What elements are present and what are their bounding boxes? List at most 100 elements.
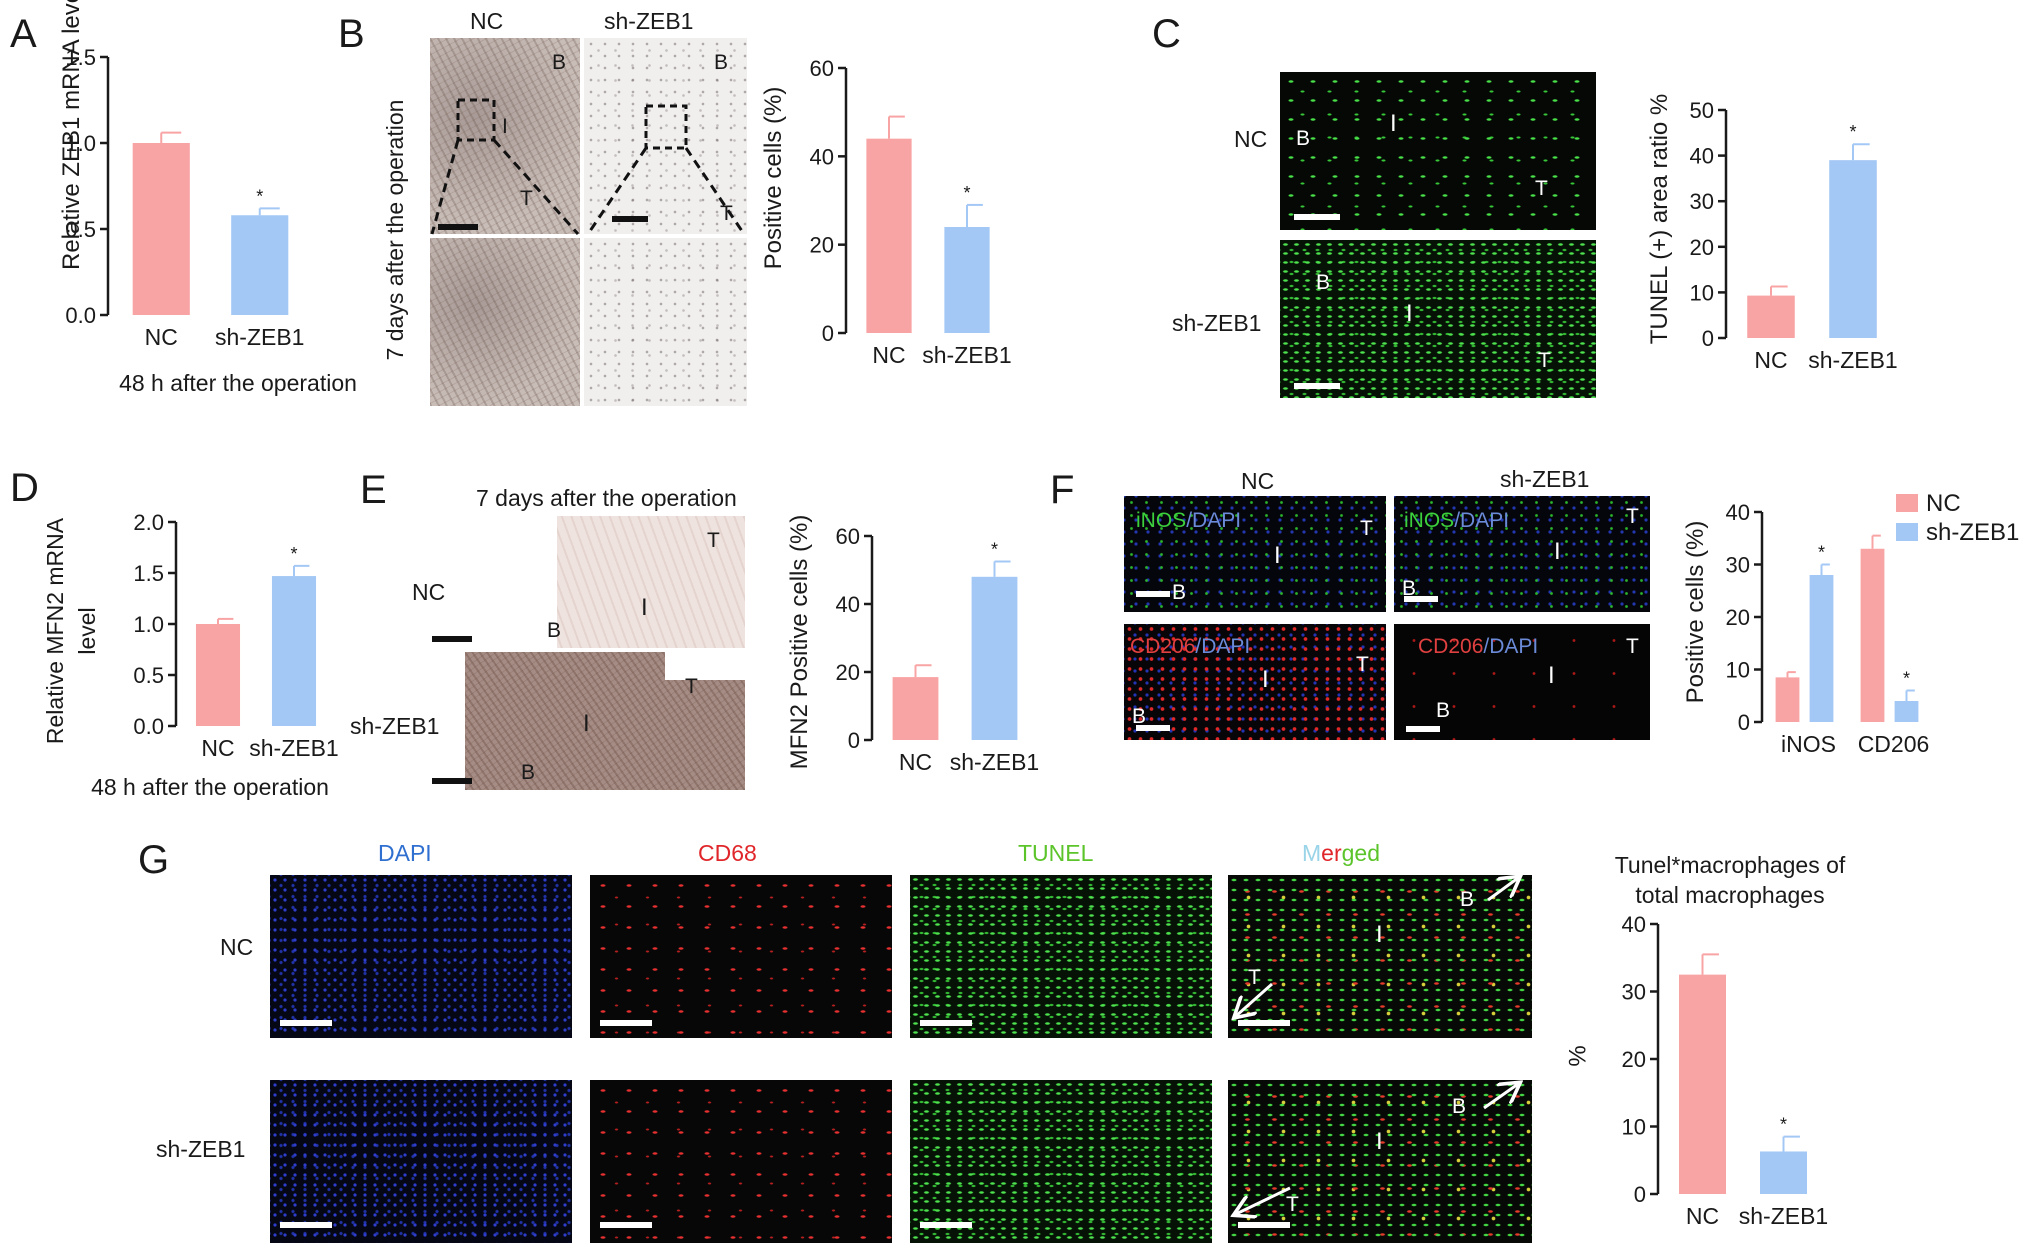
chart-e-bar [892, 677, 939, 740]
c-sh-label-b: B [1316, 271, 1331, 294]
g-merged-nc-scalebar [1238, 1020, 1290, 1026]
g-col-tunel: TUNEL [1018, 840, 1094, 866]
chart-a-y-tick-label: 0.5 [65, 217, 96, 242]
g-merged-sh-label-b: B [1452, 1095, 1467, 1118]
chart-e-y-tick-label: 60 [836, 524, 860, 549]
f-cd206-shzeb1: CD206/DAPI T I B [1394, 624, 1650, 740]
chart-d-y-tick-label: 1.5 [133, 561, 164, 586]
f-cd206-nc: CD206/DAPI T I B [1124, 624, 1386, 740]
b-ihc-nc-zoom [430, 238, 580, 406]
f-col-shzeb1: sh-ZEB1 [1500, 466, 1590, 492]
b-sh-label-b: B [714, 51, 729, 74]
b-nc-label-i: I [502, 115, 508, 138]
e-sh-label-t: T [685, 675, 698, 698]
chart-c-y-tick-label: 0 [1702, 326, 1714, 351]
f-inos-nc-label-b: B [1172, 581, 1187, 604]
chart-d-x-tick-label: NC [201, 735, 234, 761]
c-sh-scalebar [1294, 383, 1340, 389]
chart-b-y-tick-label: 20 [810, 233, 834, 258]
f-cd206-nc-label-i: I [1262, 666, 1269, 693]
chart-c-bar [1747, 295, 1795, 338]
f-inos-sh-label-b: B [1402, 577, 1417, 600]
chart-f-bar [1860, 548, 1885, 722]
c-nc-label-t: T [1535, 177, 1548, 200]
f-cd206-nc-label-b: B [1132, 705, 1147, 728]
chart-c-y-tick-label: 30 [1690, 189, 1714, 214]
chart-g-bar [1760, 1151, 1807, 1194]
chart-f-bar [1775, 677, 1800, 722]
e-nc-label-t: T [707, 529, 720, 552]
chart-g-y-tick-label: 30 [1622, 980, 1646, 1005]
chart-a-x-tick-label: NC [145, 324, 178, 350]
c-row-shzeb1: sh-ZEB1 [1172, 310, 1262, 336]
chart-g-title-2: total macrophages [1635, 882, 1825, 908]
b-col-nc: NC [470, 8, 504, 34]
legend-swatch-shzeb1 [1896, 523, 1918, 541]
e-sh-label-i: I [583, 710, 590, 737]
chart-g-y-tick-label: 20 [1622, 1047, 1646, 1072]
chart-g-y-tick-label: 0 [1634, 1182, 1646, 1207]
chart-f-x-tick-label: iNOS [1781, 731, 1836, 757]
g-cd68-nc [590, 875, 892, 1038]
chart-e-y-tick-label: 0 [848, 728, 860, 753]
chart-b-x-tick-label: NC [872, 342, 905, 368]
legend-label-shzeb1: sh-ZEB1 [1926, 519, 2020, 546]
chart-d-y-tick-label: 0.5 [133, 663, 164, 688]
g-row-nc: NC [220, 934, 254, 960]
e-sh-blank-region [665, 652, 745, 680]
chart-d-caption: 48 h after the operation [91, 774, 329, 800]
panel-label-e: E [360, 468, 387, 512]
panel-label-f: F [1050, 468, 1075, 512]
chart-c-y-tick-label: 50 [1690, 98, 1714, 123]
chart-g-y-tick-label: 40 [1622, 912, 1646, 937]
chart-e-y-tick-label: 20 [836, 660, 860, 685]
chart-f-bar [1809, 575, 1834, 722]
e-row-nc: NC [412, 579, 446, 605]
g-dapi-sh-scalebar [280, 1222, 332, 1228]
f-inos-nc: iNOS/DAPI T I B [1124, 496, 1386, 612]
panel-label-c: C [1152, 12, 1181, 56]
b-ihc-sh-zoom [584, 238, 747, 406]
chart-d-y-tick-label: 1.0 [133, 612, 164, 637]
g-tunel-sh-scalebar [920, 1222, 972, 1228]
g-merged-nc: B I T [1228, 875, 1532, 1038]
chart-f-y-tick-label: 30 [1726, 553, 1750, 578]
chart-d-significance-star: * [290, 544, 297, 564]
g-cd68-sh-scalebar [600, 1222, 652, 1228]
f-cd206-sh-label-b: B [1436, 699, 1451, 722]
chart-g-x-tick-label: NC [1686, 1203, 1719, 1229]
chart-e-x-tick-label: sh-ZEB1 [950, 749, 1039, 775]
chart-a-bar [132, 143, 190, 315]
g-cd68-nc-scalebar [600, 1020, 652, 1026]
chart-c-x-tick-label: sh-ZEB1 [1808, 347, 1897, 373]
chart-a-significance-star: * [256, 186, 263, 206]
f-inos-sh-stain: iNOS/DAPI [1404, 509, 1510, 532]
g-col-merged: Merged [1302, 840, 1380, 866]
g-col-dapi: DAPI [378, 840, 432, 866]
f-inos-sh-label-i: I [1554, 538, 1561, 565]
chart-d-x-tick-label: sh-ZEB1 [249, 735, 338, 761]
g-dapi-nc [270, 875, 572, 1038]
chart-c-bar [1829, 160, 1877, 338]
c-nc-label-i: I [1390, 110, 1397, 137]
f-cd206-sh-label-t: T [1626, 635, 1639, 658]
chart-b-y-tick-label: 40 [810, 144, 834, 169]
f-cd206-sh-label-i: I [1548, 662, 1555, 689]
chart-g-x-tick-label: sh-ZEB1 [1739, 1203, 1828, 1229]
e-sh-label-b: B [521, 761, 536, 784]
chart-f-y-tick-label: 20 [1726, 605, 1750, 630]
chart-a-x-tick-label: sh-ZEB1 [215, 324, 304, 350]
legend-swatch-nc [1896, 494, 1918, 512]
f-inos-sh-scalebar [1404, 596, 1438, 602]
c-tunel-nc: B I T [1280, 72, 1596, 230]
f-inos-nc-scalebar [1136, 591, 1170, 597]
chart-f-y-tick-label: 10 [1726, 658, 1750, 683]
panel-label-a: A [10, 12, 37, 56]
g-row-shzeb1: sh-ZEB1 [156, 1136, 246, 1162]
chart-g-y-tick-label: 10 [1622, 1115, 1646, 1140]
g-dapi-shzeb1 [270, 1080, 572, 1243]
panel-label-b: B [338, 12, 365, 56]
